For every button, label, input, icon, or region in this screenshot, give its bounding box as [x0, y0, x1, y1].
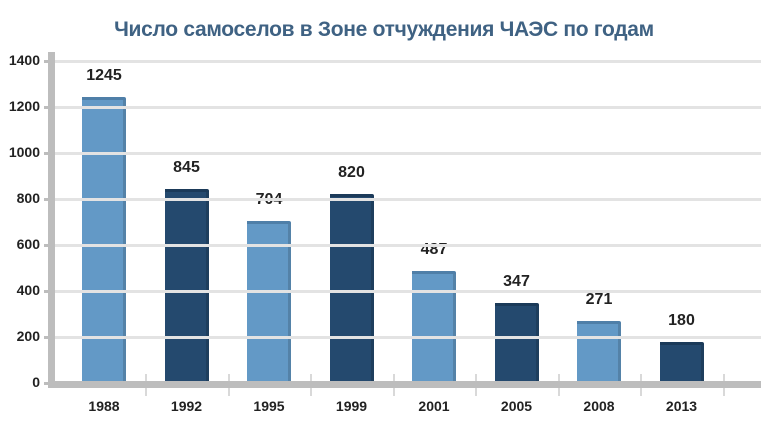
bar-1999 — [329, 194, 374, 383]
x-tick-label: 2001 — [418, 398, 450, 414]
y-tick-label: 1000 — [8, 144, 40, 160]
x-tick-label: 1988 — [88, 398, 120, 414]
x-tick-label: 2013 — [665, 398, 698, 414]
y-tick-label: 200 — [16, 328, 40, 344]
value-label: 845 — [173, 158, 200, 176]
value-label: 1245 — [86, 66, 122, 84]
chart-title: Число самоселов в Зоне отчуждения ЧАЭС п… — [114, 18, 654, 41]
y-tick-label: 1200 — [8, 98, 40, 114]
x-tick-label: 1999 — [335, 398, 368, 414]
y-axis-line — [48, 52, 55, 387]
y-tick-mark — [44, 106, 50, 109]
x-tick-label: 2008 — [583, 398, 615, 414]
bar-1995 — [247, 221, 291, 383]
gridline — [55, 60, 761, 63]
x-tick-label: 1995 — [253, 398, 285, 414]
value-label: 820 — [338, 164, 365, 182]
gridline — [55, 198, 761, 201]
value-label: 271 — [585, 290, 613, 308]
gridline — [55, 336, 761, 339]
gridline — [55, 244, 761, 247]
bar-2013 — [659, 341, 704, 383]
y-tick-label: 0 — [32, 374, 40, 390]
y-tick-mark — [44, 382, 50, 385]
y-tick-label: 1400 — [8, 52, 40, 68]
value-label: 347 — [503, 273, 530, 291]
gridline — [55, 290, 761, 293]
bar-2005 — [494, 303, 539, 383]
y-tick-mark — [44, 290, 50, 293]
y-tick-label: 600 — [16, 236, 40, 252]
y-tick-mark — [44, 336, 50, 339]
y-tick-mark — [44, 198, 50, 201]
bar-2008 — [577, 320, 621, 383]
y-tick-mark — [44, 152, 50, 155]
gridline — [55, 152, 761, 155]
value-label: 180 — [668, 311, 695, 329]
bar-1992 — [164, 188, 209, 383]
x-tick-label: 2005 — [500, 398, 533, 414]
gridline — [55, 106, 761, 109]
y-tick-mark — [44, 60, 50, 63]
bar-2001 — [412, 270, 456, 383]
x-axis-line — [48, 381, 761, 388]
bar-1988 — [82, 96, 126, 383]
y-tick-mark — [44, 244, 50, 247]
y-tick-label: 400 — [16, 282, 40, 298]
y-tick-label: 800 — [16, 190, 40, 206]
x-tick-label: 1992 — [170, 398, 203, 414]
